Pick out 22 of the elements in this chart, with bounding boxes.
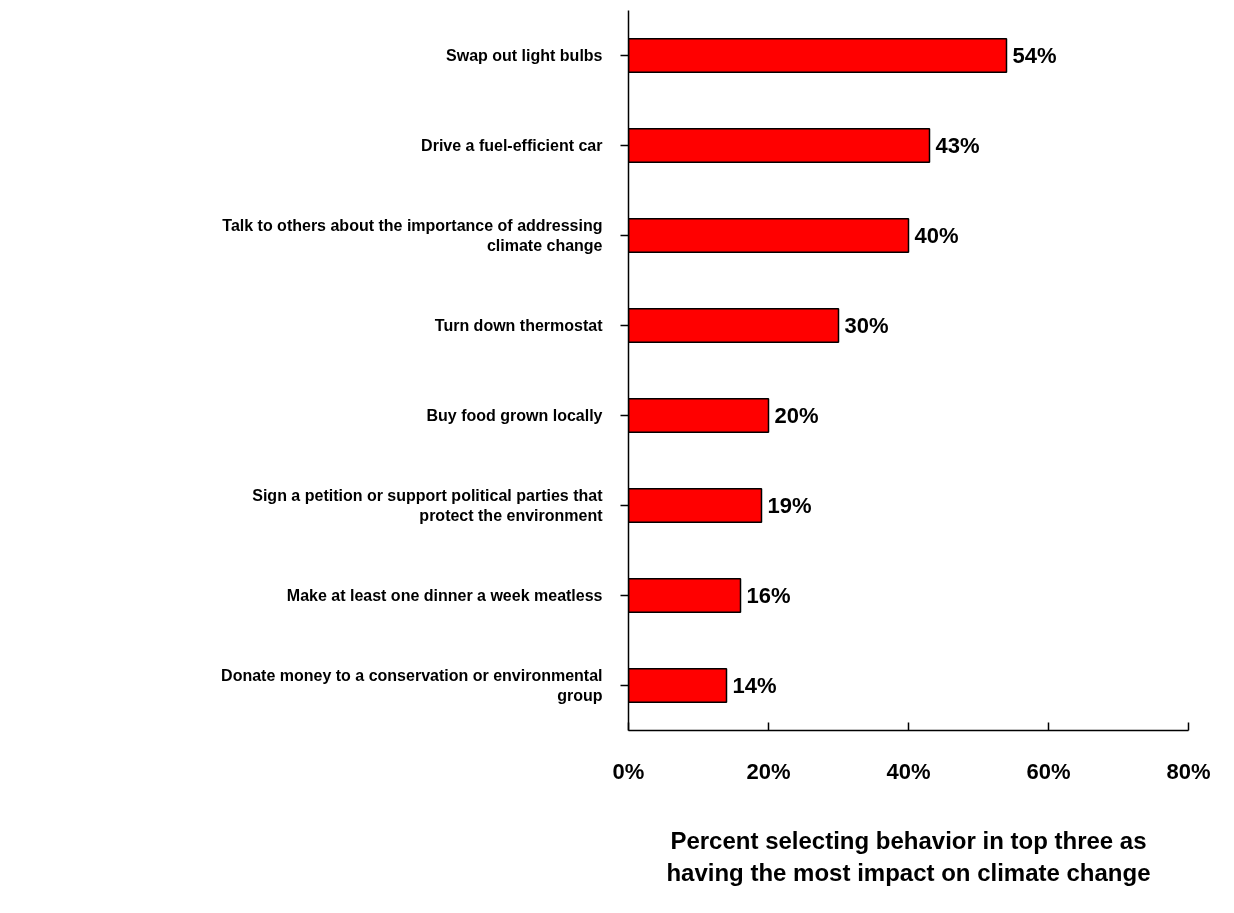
y-tick-label: Swap out light bulbs	[446, 47, 603, 64]
y-tick-label: Turn down thermostat	[434, 317, 604, 334]
y-tick-label: Sign a petition or support political parties that protect the environment	[252, 486, 604, 525]
data-label: 54%	[1012, 43, 1057, 68]
x-tick-label: 40%	[886, 758, 931, 784]
y-tick-label: Drive a fuel-efficient car	[421, 137, 603, 154]
y-tick-label: Donate money to a conservation or environmental group	[221, 666, 603, 705]
y-tick-label: Make at least one dinner a week meatless	[286, 587, 603, 604]
x-tick-label: 60%	[1026, 758, 1071, 784]
data-label: 19%	[767, 493, 812, 518]
x-tick-label: 0%	[612, 758, 645, 784]
y-tick-label: Buy food grown locally	[426, 407, 603, 424]
data-label: 43%	[935, 133, 980, 158]
data-label: 30%	[844, 313, 889, 338]
x-axis-title: Percent selecting behavior in top three as having the most impact on climate change	[666, 826, 1151, 886]
data-label: 16%	[746, 583, 791, 608]
y-tick-label: Talk to others about the importance of addressing climate change	[222, 216, 603, 255]
x-tick-label: 20%	[746, 758, 791, 784]
data-label: 40%	[914, 223, 959, 248]
data-label: 14%	[732, 673, 777, 698]
data-label: 20%	[774, 403, 819, 428]
x-tick-label: 80%	[1166, 758, 1211, 784]
